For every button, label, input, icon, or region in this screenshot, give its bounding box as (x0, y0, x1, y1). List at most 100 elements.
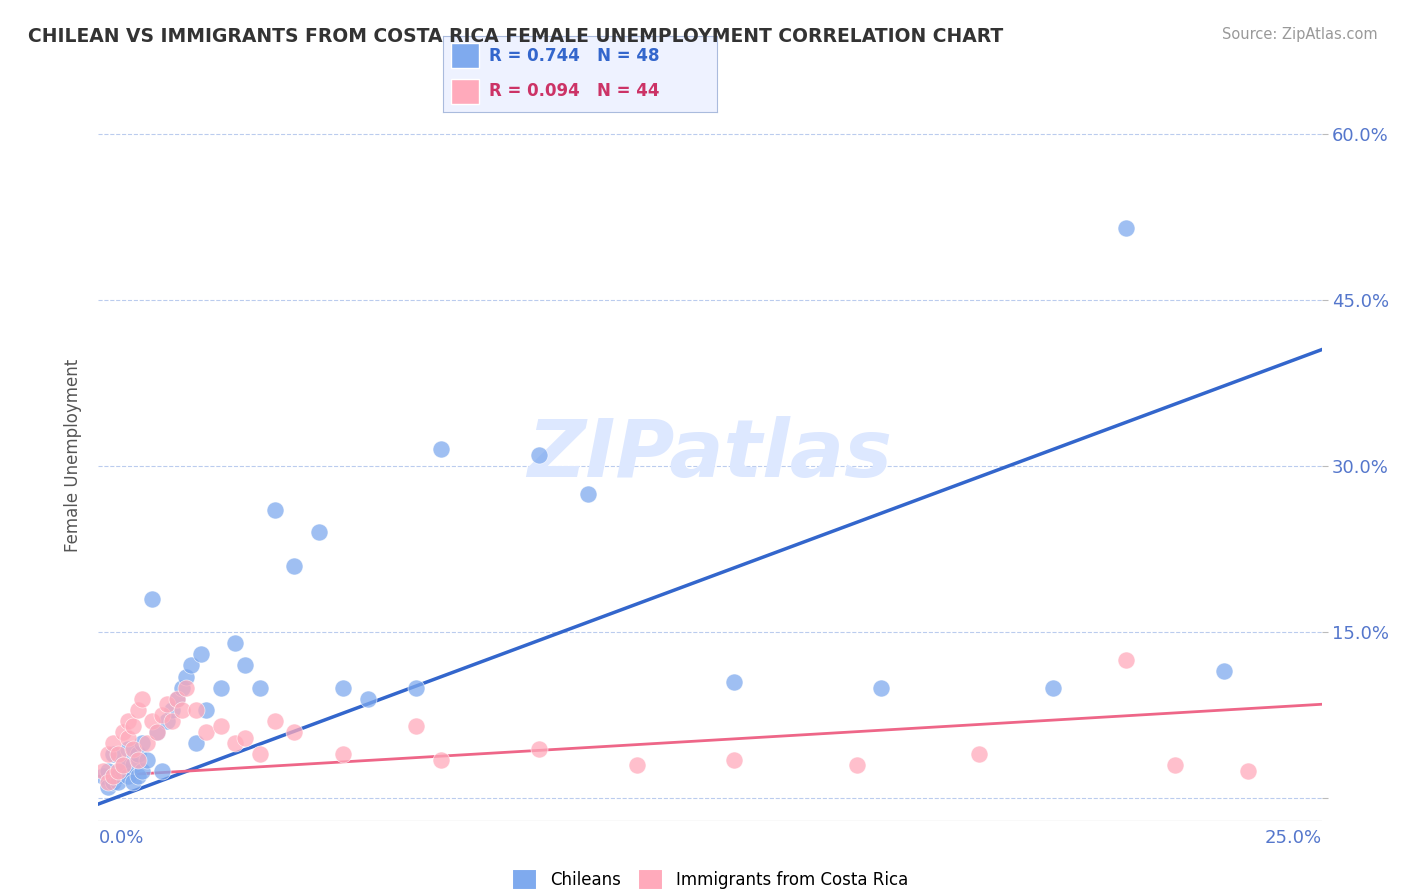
Text: R = 0.744   N = 48: R = 0.744 N = 48 (489, 46, 659, 65)
Point (576, 486, 599, 500)
Point (233, 731, 256, 745)
Point (136, 753, 159, 767)
Point (263, 503, 285, 517)
Point (97, 775, 120, 789)
Point (141, 714, 163, 728)
Point (180, 658, 202, 673)
Point (723, 753, 745, 767)
Point (170, 703, 193, 717)
Point (626, 758, 648, 772)
Point (332, 681, 354, 695)
Point (121, 758, 143, 772)
Point (107, 769, 129, 783)
Point (127, 703, 149, 717)
Point (332, 747, 354, 761)
Y-axis label: Female Unemployment: Female Unemployment (65, 359, 83, 551)
Point (430, 753, 453, 767)
Point (166, 691, 188, 706)
Point (150, 708, 173, 723)
Point (160, 703, 183, 717)
Point (430, 442, 453, 457)
Point (176, 669, 198, 683)
Point (131, 736, 153, 750)
Point (107, 764, 129, 778)
Point (283, 558, 305, 573)
Point (224, 736, 246, 750)
Point (156, 698, 179, 712)
Point (527, 741, 550, 756)
Point (845, 758, 868, 772)
Point (186, 703, 208, 717)
Point (186, 736, 208, 750)
Point (170, 681, 193, 695)
Point (111, 758, 134, 772)
Point (97, 764, 120, 778)
Point (107, 775, 129, 789)
Point (405, 681, 427, 695)
Point (117, 741, 139, 756)
Point (127, 747, 149, 761)
Bar (451, 44, 478, 69)
Point (308, 525, 330, 540)
Point (1212, 664, 1234, 678)
Point (131, 691, 153, 706)
Point (1115, 220, 1137, 235)
Point (117, 769, 139, 783)
Point (190, 648, 212, 662)
Point (249, 681, 271, 695)
Point (233, 658, 256, 673)
Point (195, 703, 218, 717)
Point (146, 725, 169, 739)
Text: 0.0%: 0.0% (98, 829, 143, 847)
Point (967, 747, 990, 761)
Text: 25.0%: 25.0% (1264, 829, 1322, 847)
Text: R = 0.094   N = 44: R = 0.094 N = 44 (489, 82, 659, 101)
Bar (451, 78, 478, 104)
Point (97, 780, 120, 795)
Point (160, 714, 183, 728)
Point (136, 736, 159, 750)
Point (527, 448, 550, 462)
Point (195, 725, 218, 739)
Point (131, 764, 153, 778)
Point (107, 747, 129, 761)
Point (121, 741, 143, 756)
Point (121, 719, 143, 733)
Point (156, 714, 179, 728)
Point (117, 731, 139, 745)
Point (263, 714, 285, 728)
Point (166, 691, 188, 706)
Point (283, 725, 305, 739)
Point (91, 769, 114, 783)
Point (870, 681, 893, 695)
Point (224, 636, 246, 650)
Point (111, 758, 134, 772)
Text: ZIPatlas: ZIPatlas (527, 416, 893, 494)
Point (356, 691, 378, 706)
Point (97, 747, 120, 761)
Point (1042, 681, 1064, 695)
Text: CHILEAN VS IMMIGRANTS FROM COSTA RICA FEMALE UNEMPLOYMENT CORRELATION CHART: CHILEAN VS IMMIGRANTS FROM COSTA RICA FE… (28, 27, 1004, 45)
Point (405, 719, 427, 733)
Point (1115, 653, 1137, 667)
Point (127, 769, 149, 783)
Point (121, 775, 143, 789)
Point (141, 592, 163, 607)
Point (723, 675, 745, 690)
Point (101, 775, 124, 789)
Point (91, 764, 114, 778)
Point (176, 681, 198, 695)
Point (111, 725, 134, 739)
Legend: Chileans, Immigrants from Costa Rica: Chileans, Immigrants from Costa Rica (505, 863, 915, 892)
Text: Source: ZipAtlas.com: Source: ZipAtlas.com (1222, 27, 1378, 42)
Point (127, 753, 149, 767)
Point (209, 681, 232, 695)
Point (1237, 764, 1260, 778)
Point (117, 714, 139, 728)
Point (111, 764, 134, 778)
Point (209, 719, 232, 733)
Point (101, 769, 124, 783)
Point (150, 764, 173, 778)
Point (146, 725, 169, 739)
Point (1164, 758, 1187, 772)
